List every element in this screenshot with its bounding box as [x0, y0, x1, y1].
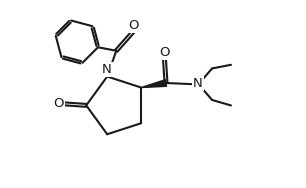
- Text: N: N: [102, 63, 112, 76]
- Text: O: O: [54, 97, 64, 110]
- Text: O: O: [128, 19, 139, 32]
- Polygon shape: [141, 80, 167, 88]
- Text: N: N: [193, 77, 203, 90]
- Text: O: O: [159, 46, 170, 59]
